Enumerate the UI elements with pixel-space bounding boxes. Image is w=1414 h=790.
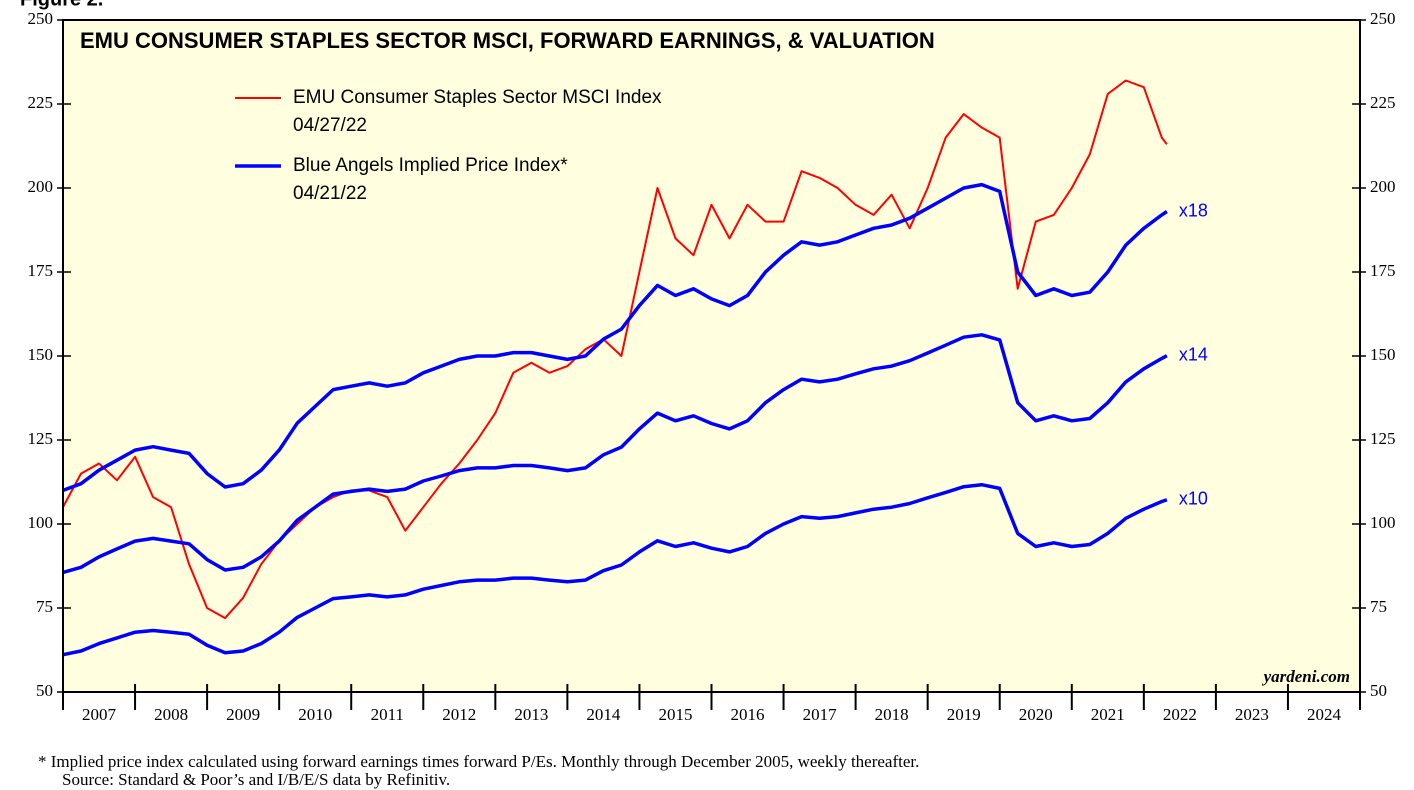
y2-tick-label: 150 [1370, 345, 1396, 364]
series-end-label: x18 [1179, 200, 1208, 220]
x-tick-label: 2020 [1019, 705, 1053, 724]
y-tick-label: 250 [28, 9, 54, 28]
plot-border [62, 19, 1361, 693]
legend-date: 04/27/22 [293, 115, 367, 136]
x-tick-label: 2021 [1091, 705, 1125, 724]
plot-area [63, 20, 1360, 692]
series-end-label: x14 [1179, 344, 1208, 364]
y2-tick-label: 125 [1370, 429, 1396, 448]
x-tick-label: 2023 [1235, 705, 1269, 724]
series-line [62, 482, 1168, 657]
y-tick-label: 100 [28, 513, 54, 532]
y-tick-label: 125 [28, 429, 54, 448]
y-tick-label: 150 [28, 345, 54, 364]
y-tick-label: 50 [36, 681, 53, 700]
legend-label: Blue Angels Implied Price Index* [293, 155, 568, 176]
x-tick-label: 2011 [371, 705, 404, 724]
x-tick-label: 2019 [947, 705, 981, 724]
x-tick-label: 2013 [514, 705, 548, 724]
y2-tick-label: 200 [1370, 177, 1396, 196]
x-tick-label: 2007 [82, 705, 117, 724]
x-tick-label: 2008 [154, 705, 188, 724]
x-tick-label: 2010 [298, 705, 332, 724]
watermark: yardeni.com [1262, 667, 1350, 686]
y2-tick-label: 225 [1370, 93, 1396, 112]
x-tick-label: 2017 [803, 705, 838, 724]
y-tick-label: 75 [36, 597, 53, 616]
series-line [62, 333, 1168, 575]
series-end-label: x10 [1179, 489, 1208, 509]
x-tick-label: 2009 [226, 705, 260, 724]
y-tick-label: 225 [28, 93, 54, 112]
x-tick-label: 2014 [586, 705, 621, 724]
legend-date: 04/21/22 [293, 183, 367, 204]
footnote: * Implied price index calculated using f… [38, 752, 919, 771]
x-tick-label: 2024 [1307, 705, 1342, 724]
y2-tick-label: 175 [1370, 261, 1396, 280]
legend-label: EMU Consumer Staples Sector MSCI Index [293, 87, 662, 108]
x-tick-label: 2012 [442, 705, 476, 724]
series-line [62, 79, 1168, 620]
x-tick-label: 2016 [731, 705, 765, 724]
x-tick-label: 2022 [1163, 705, 1197, 724]
y2-tick-label: 75 [1370, 597, 1387, 616]
series-line [62, 182, 1168, 493]
x-tick-label: 2018 [875, 705, 909, 724]
y2-tick-label: 100 [1370, 513, 1396, 532]
y-tick-label: 175 [28, 261, 54, 280]
figure-label: Figure 2. [20, 0, 103, 10]
x-tick-label: 2015 [658, 705, 692, 724]
y2-tick-label: 250 [1370, 9, 1396, 28]
footnote: Source: Standard & Poor’s and I/B/E/S da… [62, 770, 450, 789]
y2-tick-label: 50 [1370, 681, 1387, 700]
chart-title: EMU CONSUMER STAPLES SECTOR MSCI, FORWAR… [80, 28, 935, 53]
y-tick-label: 200 [28, 177, 54, 196]
